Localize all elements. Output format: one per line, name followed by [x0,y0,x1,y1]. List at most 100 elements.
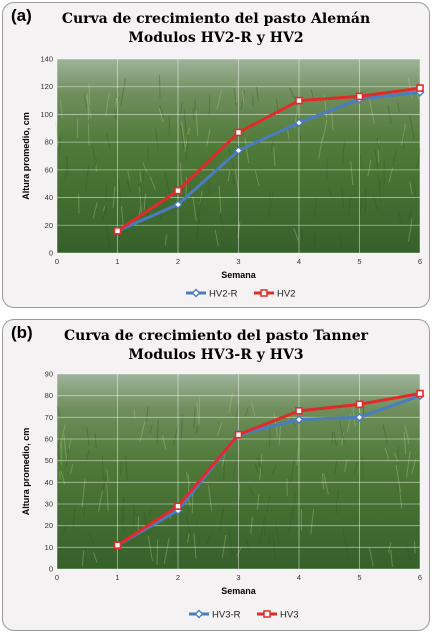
grass-blade [228,530,233,557]
series-line-HV3 [116,392,421,547]
grass-blade [101,207,107,222]
grass-blade [207,484,213,512]
grass-blade [395,464,402,493]
x-axis-label: Semana [221,586,257,596]
x-tick-label: 5 [357,573,361,582]
y-tick-label: 80 [45,138,53,147]
grass-blade [112,186,116,208]
x-tick-label: 3 [236,257,240,266]
grass-blade [164,234,167,246]
grass-blade [342,528,349,555]
grass-blade [91,144,96,161]
grass-blade [378,179,381,203]
grass-blade [278,424,282,445]
grass-blade [171,553,177,563]
data-point-HV3 [355,400,364,409]
grass-blade [216,90,223,110]
y-tick-label: 120 [40,82,53,91]
grass-blade [83,94,88,109]
grass-blade [191,492,194,514]
y-tick-label: 50 [45,456,53,465]
grass-blade [367,159,372,177]
data-point-HV2 [295,96,303,105]
grass-blade [161,435,167,450]
grass-blade [238,483,241,500]
grass-blade [322,119,328,141]
grass-blade [216,422,223,437]
y-tick-label: 60 [45,435,53,444]
grass-blade [206,128,211,147]
data-point-HV3 [113,541,122,549]
grass-blade [323,473,329,495]
grass-blade [207,177,211,195]
grass-blade [185,134,189,161]
chart-title: Curva de crecimiento del pasto Alemán [61,11,371,27]
grass-blade [221,535,227,558]
grass-blade [66,155,69,175]
y-axis-label: Altura promedio, cm [21,428,31,516]
grass-blade [376,174,383,187]
grass-blade [299,218,304,243]
y-tick-label: 0 [49,249,53,258]
grass-blade [143,193,146,210]
grass-blade [57,444,60,459]
grass-blade [254,169,260,186]
grass-blade [126,179,132,195]
legend-marker-HV2 [260,289,268,297]
grass-blade [181,121,186,148]
grass-blade [374,150,379,171]
y-tick-label: 20 [45,221,53,230]
legend-marker-HV3 [263,610,271,618]
grass-blade [343,459,348,472]
grass-blade [81,478,86,508]
grass-blade [407,209,413,222]
grass-blade [245,537,250,551]
grass-blade [259,454,263,481]
grass-blade [230,547,235,557]
y-tick-label: 40 [45,193,53,202]
grass-blade [106,134,111,150]
grass-blade [159,105,164,118]
grass-blade [219,505,225,533]
y-tick-label: 20 [45,521,53,530]
grass-blade [121,506,125,531]
data-point-HV2 [234,128,243,137]
grass-blade [401,123,406,146]
line-chart-a: 0 20 40 60 80 100 120 140 0 1 2 3 4 5 6 Semana Altura pr… [21,55,425,300]
grass-blade [334,458,338,475]
grass-blade [158,107,164,123]
grass-blade [196,211,202,227]
grass-blade [268,191,274,218]
data-point-HV2-R [294,118,304,128]
grass-blade [86,93,90,120]
x-tick-label: 1 [115,257,119,266]
grass-blade [273,147,276,167]
grass-blade [403,431,407,455]
grass-blade [87,123,90,146]
grass-blade [106,483,109,512]
y-axis-label: Altura promedio, cm [21,112,31,200]
grass-blade [412,178,418,201]
x-axis-label: Semana [221,270,257,280]
grass-blade [404,425,410,445]
grass-blade [392,150,397,168]
grass-blade [233,88,237,106]
grass-blade [328,186,333,200]
grass-blade [115,97,118,113]
x-tick-label: 4 [297,573,301,582]
grass-blade [384,447,390,460]
grass-blade [350,160,354,185]
grass-blade [270,141,274,152]
grass-blade [121,497,125,522]
legend-label-HV2-R: HV2-R [209,289,238,300]
grass-blade [272,534,276,558]
grass-blade [156,419,159,445]
grass-blade [398,486,403,509]
grass-blade [286,476,289,497]
grass-blade [139,421,146,442]
grass-blade [198,396,201,425]
grass-blade [364,188,367,215]
x-tick-label: 3 [236,573,240,582]
grass-blade [81,550,85,567]
grass-blade [93,552,98,564]
